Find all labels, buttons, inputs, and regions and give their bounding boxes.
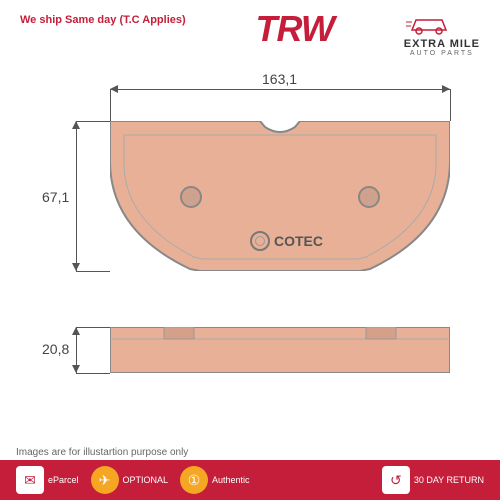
dim-ext-line	[76, 271, 110, 272]
post-icon: ✉	[16, 466, 44, 494]
arrow-icon	[72, 365, 80, 373]
return-label: 30 DAY RETURN	[414, 475, 484, 485]
eparcel-label: eParcel	[48, 475, 79, 485]
car-icon	[404, 10, 454, 38]
brake-pad-diagram: 163,1 67,1 20,8 COTEC	[20, 71, 480, 411]
mounting-hole	[358, 186, 380, 208]
ship-same-day-text: We ship Same day (T.C Applies)	[20, 14, 186, 26]
authentic-badge: ① Authentic	[180, 466, 250, 494]
pad-edge-shape	[110, 327, 450, 373]
arrow-icon	[72, 263, 80, 271]
dim-ext-line	[76, 327, 110, 328]
extra-mile-title: EXTRA MILE	[404, 38, 480, 50]
optional-badge: ✈ OPTIONAL	[91, 466, 169, 494]
dim-ext-line	[450, 89, 451, 121]
dim-width-line	[110, 89, 450, 90]
arrow-icon	[442, 85, 450, 93]
badges-bar: ✉ eParcel ✈ OPTIONAL ① Authentic ↺ 30 DA…	[0, 460, 500, 500]
express-icon: ✈	[91, 466, 119, 494]
trw-brand-logo: TRW	[256, 8, 334, 50]
cotec-label: COTEC	[274, 233, 323, 249]
arrow-icon	[110, 85, 118, 93]
arrow-icon	[72, 121, 80, 129]
mounting-hole	[180, 186, 202, 208]
dim-thick-value: 20,8	[42, 341, 69, 357]
dim-height-line	[76, 121, 77, 271]
arrow-icon	[72, 327, 80, 335]
return-badge: ↺ 30 DAY RETURN	[382, 466, 484, 494]
authentic-icon: ①	[180, 466, 208, 494]
extra-mile-subtitle: AUTO PARTS	[404, 50, 480, 57]
cotec-circle-icon	[250, 231, 270, 251]
dim-ext-line	[110, 89, 111, 121]
return-icon: ↺	[382, 466, 410, 494]
optional-label: OPTIONAL	[123, 475, 169, 485]
dim-width-value: 163,1	[262, 71, 297, 87]
authentic-label: Authentic	[212, 475, 250, 485]
dim-ext-line	[76, 373, 110, 374]
dim-height-value: 67,1	[42, 189, 69, 205]
cotec-badge: COTEC	[250, 231, 323, 251]
disclaimer-text: Images are for illustartion purpose only	[0, 445, 500, 460]
extra-mile-logo: EXTRA MILE AUTO PARTS	[404, 10, 480, 57]
dim-ext-line	[76, 121, 110, 122]
eparcel-badge: ✉ eParcel	[16, 466, 79, 494]
